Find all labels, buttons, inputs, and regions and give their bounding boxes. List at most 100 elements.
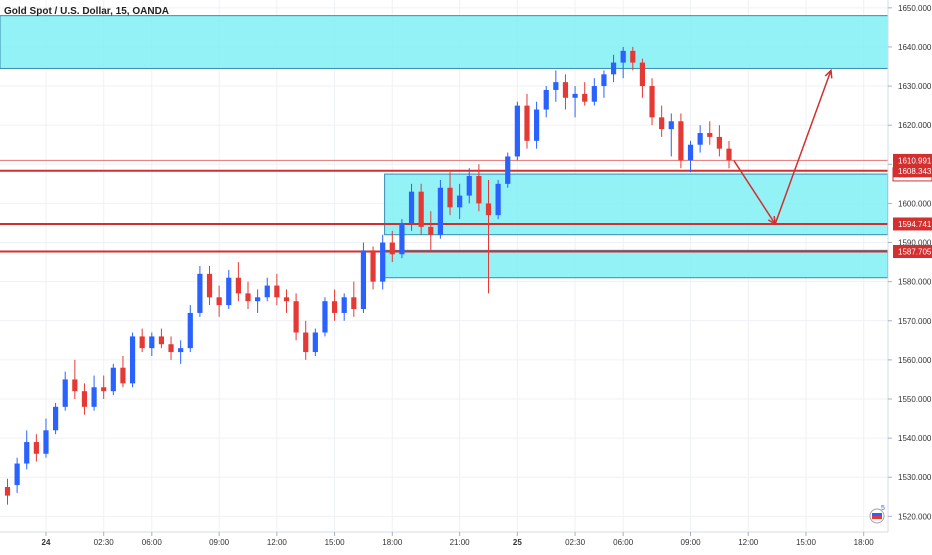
candle-body — [331, 301, 338, 313]
candle-body — [226, 277, 232, 306]
time-tick-label: 09:00 — [209, 538, 230, 547]
candle-body — [582, 93, 588, 102]
time-tick-label: 02:30 — [94, 538, 115, 547]
price-tick-label: 1560.000 — [898, 356, 932, 365]
candle-body — [120, 367, 126, 384]
candle-body — [697, 133, 703, 145]
projection-segment[interactable] — [774, 70, 832, 225]
candle-body — [283, 297, 290, 302]
candle-body — [303, 332, 309, 353]
candle-body — [408, 191, 415, 223]
candle-body — [351, 297, 357, 310]
candle-body — [476, 176, 482, 204]
candle-body — [562, 82, 569, 98]
candle-body — [293, 301, 299, 333]
time-tick-label: 18:00 — [854, 538, 875, 547]
price-tick-label: 1640.000 — [898, 43, 932, 52]
price-tick-label: 1540.000 — [898, 434, 932, 443]
time-tick-label: 06:00 — [613, 538, 634, 547]
candle-body — [360, 250, 367, 310]
candle-body — [534, 109, 540, 141]
price-tick-label: 1550.000 — [898, 395, 932, 404]
candle-body — [24, 442, 30, 464]
candle-body — [322, 301, 328, 333]
candle-body — [620, 50, 626, 63]
zone-rectangle[interactable] — [384, 249, 889, 279]
level-price-label: 1587.705 — [898, 248, 932, 257]
time-tick-label: 02:30 — [565, 538, 586, 547]
time-axis-background — [0, 532, 932, 550]
arrow-head-icon — [767, 215, 777, 226]
candle-body — [639, 62, 646, 87]
candle-body — [591, 86, 597, 102]
candle-body — [726, 148, 732, 161]
level-lines[interactable] — [0, 159, 888, 253]
candle-body — [572, 93, 578, 98]
current-price-label-bg — [893, 153, 932, 167]
flag-icon-stripe-red — [872, 516, 882, 519]
candle-body — [437, 187, 443, 235]
candle-body — [216, 297, 222, 306]
candle-body — [428, 226, 434, 235]
candle-body — [553, 82, 559, 90]
price-tick-label: 1650.000 — [898, 4, 932, 13]
candle-body — [197, 273, 203, 313]
candle-body — [485, 203, 492, 216]
candle-body — [14, 463, 20, 486]
time-tick-label: 25 — [513, 538, 522, 547]
projection-segment[interactable] — [733, 160, 776, 225]
price-axis-background — [888, 0, 932, 532]
time-tick-label: 12:00 — [738, 538, 759, 547]
candle-body — [707, 133, 713, 137]
price-tick-label: 1600.000 — [898, 199, 932, 208]
candle-body — [178, 348, 184, 353]
time-axis[interactable]: 24 02:30 06:00 09:00 12:00 15:00 18:00 21:00 25 0… — [42, 532, 875, 547]
flag-icon-stripe-blue — [872, 513, 882, 516]
price-tick-label: 1520.000 — [898, 512, 932, 521]
current-price-label: 1610.991 — [898, 156, 932, 165]
level-price-label-bg — [893, 245, 932, 259]
indicator-count: 5 — [881, 505, 885, 512]
candle-body — [33, 442, 39, 454]
candle-body — [341, 297, 347, 313]
candle-body — [466, 176, 472, 196]
candle-body — [72, 379, 78, 392]
zone-rectangle[interactable] — [0, 15, 889, 69]
candle-body — [312, 332, 318, 353]
candle-body — [659, 117, 665, 130]
candle-body — [53, 406, 59, 431]
price-axis[interactable]: 1650.0001640.0001630.0001620.0001610.000… — [888, 4, 932, 522]
candle-body — [668, 121, 674, 130]
candle-body — [149, 336, 155, 349]
candle-body — [91, 387, 97, 407]
chart-title: Gold Spot / U.S. Dollar, 15, OANDA — [4, 6, 169, 17]
candle-body — [274, 285, 280, 298]
candle-body — [235, 277, 241, 294]
projection-arrows[interactable] — [733, 68, 833, 226]
candle-body — [255, 297, 261, 302]
candle-body — [81, 391, 88, 407]
candle-body — [168, 344, 174, 353]
candle-body — [110, 367, 116, 392]
time-tick-label: 21:00 — [450, 538, 471, 547]
indicator-badge[interactable]: 5 — [869, 505, 885, 524]
time-tick-label: 15:00 — [325, 538, 346, 547]
candle-body — [389, 242, 395, 255]
candle-body — [370, 250, 376, 282]
candle-body — [649, 86, 655, 118]
price-tick-label: 1530.000 — [898, 473, 932, 482]
candle-body — [101, 387, 107, 392]
time-tick-label: 12:00 — [267, 538, 288, 547]
candle-body — [630, 50, 636, 63]
price-tick-label: 1590.000 — [898, 239, 932, 248]
candle-body — [495, 183, 501, 216]
arrow-head-icon — [824, 68, 833, 79]
candle-body — [447, 187, 453, 208]
support-resistance-zones[interactable] — [0, 15, 889, 279]
candle-body — [543, 89, 549, 110]
candle-body — [129, 336, 136, 384]
candle-body — [380, 242, 386, 282]
